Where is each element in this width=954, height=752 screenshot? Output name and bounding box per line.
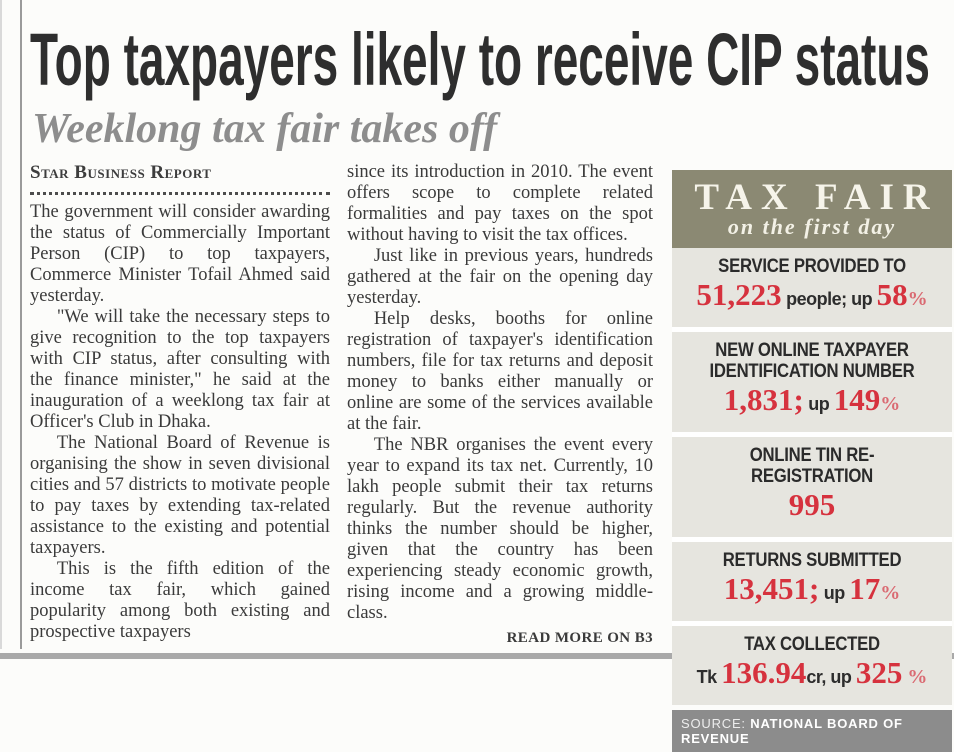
stat-value-segment: %	[902, 666, 928, 688]
tax-fair-stats: SERVICE PROVIDED TO 51,223 people; up 58%…	[672, 248, 952, 705]
article-content: Top taxpayers likely to receive CIP stat…	[30, 12, 952, 752]
stat-value-segment: people; up	[781, 289, 877, 309]
byline: Star Business Report	[30, 162, 212, 183]
article-columns: Star Business Report The government will…	[30, 162, 952, 752]
article-column-2: since its introduction in 2010. The even…	[347, 162, 653, 649]
article-column-1: Star Business Report The government will…	[30, 162, 330, 643]
bottom-section-rule	[0, 653, 954, 659]
stat-value-segment: %	[880, 393, 901, 415]
stat-label: SERVICE PROVIDED TO	[718, 256, 906, 277]
column-1-paragraphs: The government will consider awarding th…	[30, 202, 330, 643]
stat-label: NEW ONLINE TAXPAYER IDENTIFICATION NUMBE…	[709, 340, 915, 382]
stat-value-segment: 149	[833, 382, 881, 417]
stat-value-segment: 325	[855, 655, 903, 690]
paragraph: "We will take the necessary steps to giv…	[30, 307, 330, 432]
stat-value: 13,451; up 17%	[678, 572, 946, 612]
stat-value-segment: Tk	[696, 667, 722, 687]
paragraph: This is the fifth edition of the income …	[30, 559, 330, 642]
column-2-paragraphs: since its introduction in 2010. The even…	[347, 162, 653, 624]
stat-value-segment: 51,223	[696, 277, 782, 312]
stat-returns-submitted: RETURNS SUBMITTED 13,451; up 17%	[672, 537, 952, 621]
stat-value: 51,223 people; up 58%	[678, 278, 946, 318]
stat-value-segment: cr, up	[806, 667, 856, 687]
infographic-subtitle: on the first day	[727, 214, 897, 239]
source-bar: SOURCE: NATIONAL BOARD OF REVENUE	[672, 710, 952, 752]
subheadline: Weeklong tax fair takes off	[32, 106, 498, 152]
stat-value-segment: 136.94	[721, 655, 807, 690]
stat-value-segment: 13,451;	[723, 571, 820, 606]
stat-value-segment: %	[907, 288, 928, 310]
page-title: Top taxpayers likely to receive CIP stat…	[30, 18, 930, 101]
stat-value-segment: 995	[788, 487, 836, 522]
tax-fair-infographic: TAX FAIR on the first day SERVICE PROVID…	[672, 170, 952, 752]
stat-value: 1,831; up 149%	[678, 383, 946, 423]
stat-value-segment: 58	[876, 277, 908, 312]
stat-value-segment: %	[880, 582, 901, 604]
paragraph: Just like in previous years, hundreds ga…	[347, 246, 653, 308]
stat-label: ONLINE TIN RE-REGISTRATION	[749, 445, 875, 487]
stat-value-segment: up	[803, 394, 834, 414]
stat-value: 995	[678, 488, 946, 528]
paragraph: The government will consider awarding th…	[30, 202, 330, 306]
source-label: SOURCE:	[681, 716, 746, 731]
headline-graphic: Top taxpayers likely to receive CIP stat…	[30, 18, 930, 101]
infographic-title: TAX FAIR	[694, 177, 939, 218]
stat-service-provided: SERVICE PROVIDED TO 51,223 people; up 58%	[672, 248, 952, 327]
stat-value-segment: 1,831;	[723, 382, 804, 417]
paragraph: since its introduction in 2010. The even…	[347, 162, 653, 245]
page-edge-rule	[0, 0, 2, 649]
paragraph: The National Board of Revenue is organis…	[30, 433, 330, 558]
paragraph: The NBR organises the event every year t…	[347, 435, 653, 623]
column-divider-rule	[20, 0, 22, 649]
stat-value-segment: 17	[849, 571, 881, 606]
read-more-note: READ MORE ON B3	[506, 630, 653, 646]
stat-label: TAX COLLECTED	[744, 634, 880, 655]
stat-value-segment: up	[819, 583, 850, 603]
stat-new-online-tin: NEW ONLINE TAXPAYER IDENTIFICATION NUMBE…	[672, 327, 952, 432]
byline-dotted-divider	[30, 192, 330, 195]
infographic-header: TAX FAIR on the first day	[672, 170, 952, 248]
stat-online-tin-re-registration: ONLINE TIN RE-REGISTRATION 995	[672, 432, 952, 537]
stat-tax-collected: TAX COLLECTED Tk 136.94cr, up 325 %	[672, 621, 952, 705]
stat-value: Tk 136.94cr, up 325 %	[678, 656, 946, 696]
stat-label: RETURNS SUBMITTED	[722, 550, 902, 571]
paragraph: Help desks, booths for online registrati…	[347, 309, 653, 434]
